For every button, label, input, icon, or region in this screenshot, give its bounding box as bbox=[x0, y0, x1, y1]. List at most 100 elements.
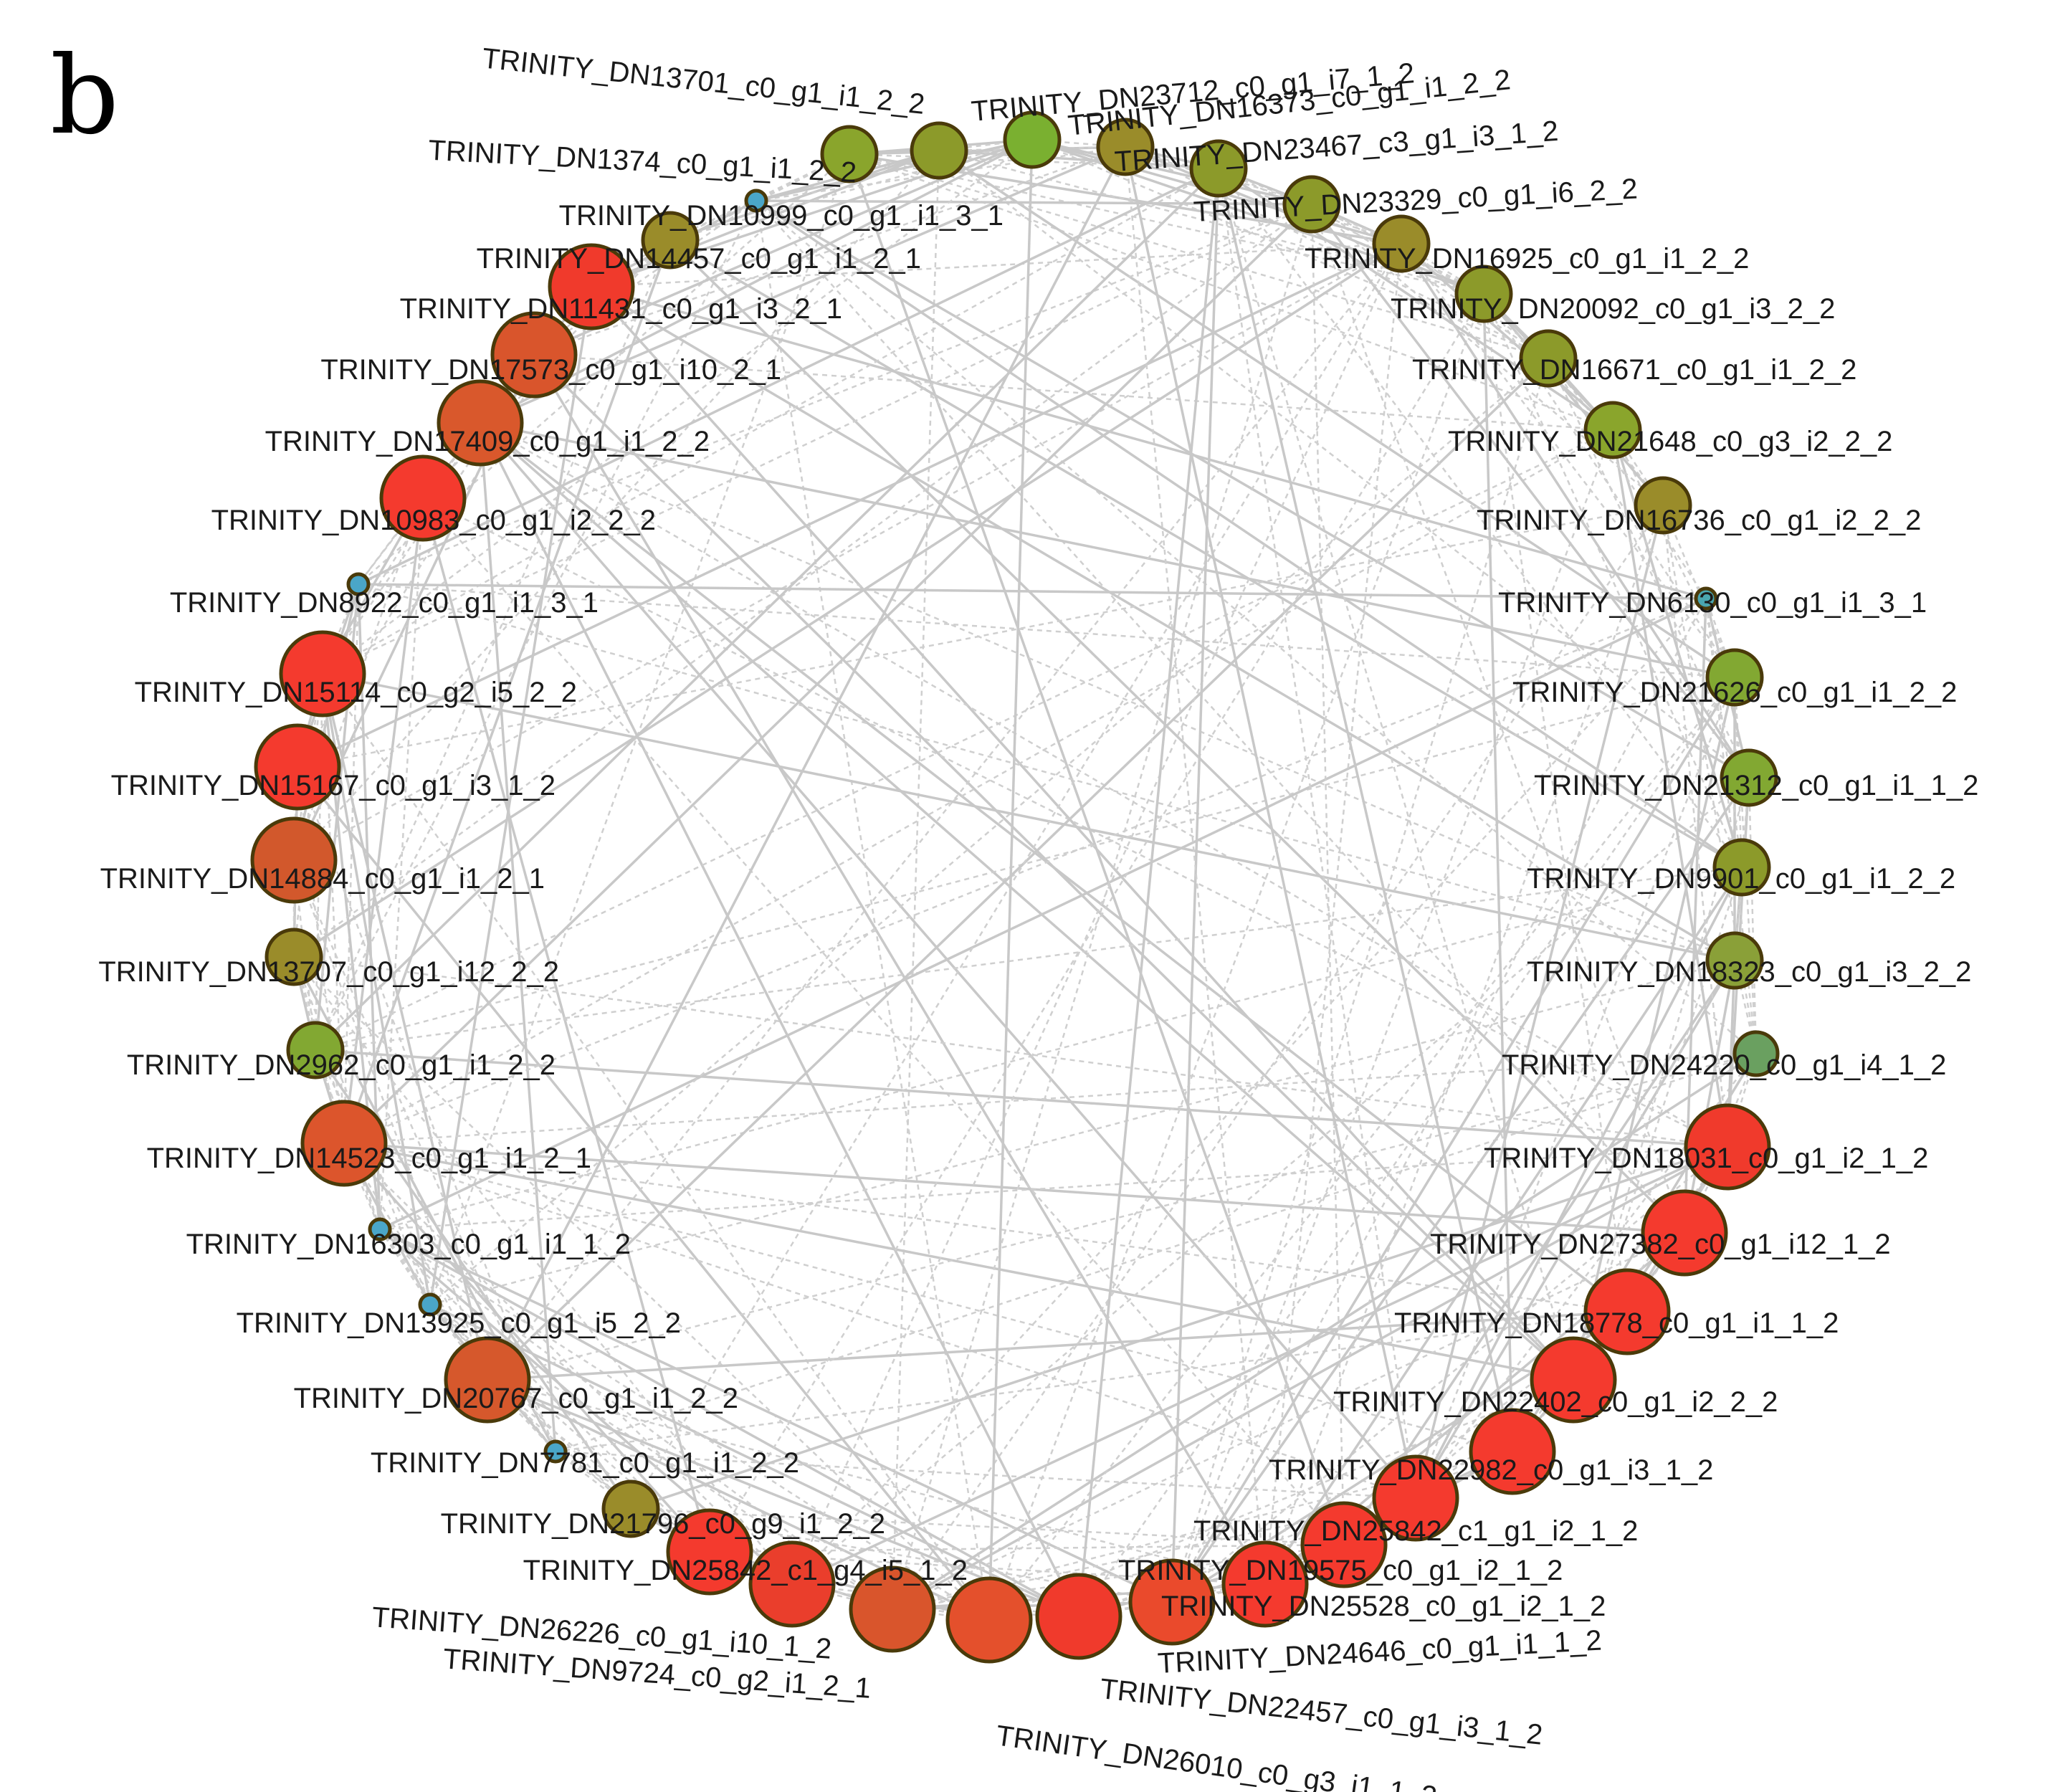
node-label: TRINITY_DN22402_c0_g1_i2_2_2 bbox=[1333, 1386, 1778, 1418]
network-edge bbox=[378, 497, 424, 1230]
network-edge bbox=[555, 1310, 1628, 1453]
network-edge bbox=[988, 293, 1485, 1621]
network-edge bbox=[1171, 1146, 1728, 1603]
network-node bbox=[1634, 476, 1692, 535]
network-edge bbox=[1171, 168, 1220, 1603]
node-label: TRINITY_DN20092_c0_g1_i3_2_2 bbox=[1391, 293, 1835, 325]
network-edge bbox=[487, 1379, 556, 1452]
network-edge bbox=[1077, 677, 1736, 1617]
network-edge bbox=[533, 239, 671, 356]
node-label: TRINITY_DN10999_c0_g1_i1_3_1 bbox=[559, 200, 1004, 232]
network-edge bbox=[479, 422, 557, 1452]
network-edge bbox=[429, 153, 851, 1305]
network-edge bbox=[591, 153, 850, 288]
network-edge bbox=[429, 959, 1735, 1306]
network-edge bbox=[1125, 146, 1402, 245]
network-edge bbox=[358, 422, 481, 585]
network-edge bbox=[487, 1052, 1757, 1381]
network-edge bbox=[487, 1379, 710, 1553]
network-edge bbox=[755, 200, 1757, 1054]
network-node bbox=[1583, 401, 1642, 459]
network-edge bbox=[1482, 292, 1664, 507]
network-edge bbox=[429, 1304, 631, 1510]
network-edge bbox=[315, 1049, 1728, 1148]
node-label: TRINITY_DN25842_c1_g1_i2_1_2 bbox=[1193, 1515, 1638, 1547]
network-node bbox=[849, 1565, 936, 1653]
network-node bbox=[548, 243, 635, 330]
network-edge bbox=[533, 199, 757, 356]
network-node bbox=[1583, 1268, 1671, 1355]
node-label: TRINITY_DN19575_c0_g1_i2_1_2 bbox=[1118, 1555, 1563, 1586]
network-edge bbox=[315, 429, 1613, 1052]
network-node bbox=[1300, 1501, 1388, 1588]
network-edge bbox=[1217, 168, 1417, 1499]
network-edge bbox=[322, 167, 1219, 675]
network-edge bbox=[343, 1142, 1416, 1500]
network-node bbox=[1720, 748, 1778, 807]
network-edge bbox=[1264, 243, 1403, 1585]
network-edge bbox=[321, 583, 360, 675]
network-edge bbox=[1171, 776, 1750, 1603]
network-edge bbox=[1414, 677, 1736, 1499]
network-edge bbox=[479, 421, 1629, 1313]
network-edge bbox=[892, 1145, 1728, 1611]
network-edge bbox=[591, 285, 1707, 600]
network-edge bbox=[1343, 960, 1736, 1545]
node-label: TRINITY_DN25842_c1_g4_i5_1_2 bbox=[523, 1555, 968, 1586]
network-edge bbox=[1124, 146, 1267, 1585]
network-edge bbox=[630, 1507, 1345, 1546]
network-node bbox=[1035, 1573, 1122, 1660]
network-edge bbox=[343, 1142, 711, 1553]
network-edge bbox=[1482, 293, 1514, 1452]
network-edge bbox=[629, 243, 1403, 1510]
network-node bbox=[641, 211, 700, 270]
node-label: TRINITY_DN11431_c0_g1_i3_2_1 bbox=[400, 293, 842, 325]
network-edge bbox=[379, 597, 1707, 1231]
network-node bbox=[418, 1292, 442, 1317]
network-node bbox=[945, 1576, 1033, 1664]
network-edge bbox=[1401, 243, 1735, 678]
network-edge bbox=[293, 242, 1402, 958]
node-label: TRINITY_DN17573_c0_g1_i10_2_1 bbox=[320, 354, 781, 386]
network-edge bbox=[343, 203, 1313, 1145]
node-label: TRINITY_DN18778_c0_g1_i1_1_2 bbox=[1394, 1307, 1839, 1339]
network-edge bbox=[1310, 203, 1750, 779]
network-edge bbox=[669, 239, 1686, 1234]
network-edge bbox=[1748, 777, 1758, 1054]
network-edge bbox=[1726, 1053, 1758, 1148]
network-edge bbox=[849, 153, 1484, 295]
network-node bbox=[264, 928, 323, 986]
network-node bbox=[1705, 648, 1764, 707]
network-edge bbox=[1171, 598, 1707, 1603]
network-node bbox=[601, 1479, 660, 1538]
network-edge bbox=[343, 239, 672, 1144]
network-node bbox=[744, 189, 768, 213]
network-nodes bbox=[250, 110, 1780, 1664]
network-node bbox=[1096, 118, 1155, 176]
node-label: TRINITY_DN16303_c0_g1_i1_1_2 bbox=[186, 1229, 631, 1260]
network-edge bbox=[343, 1142, 1574, 1381]
network-edge bbox=[1611, 429, 1729, 1148]
network-edge bbox=[321, 673, 991, 1621]
network-node bbox=[1128, 1558, 1216, 1646]
node-label: TRINITY_DN22457_c0_g1_i3_1_2 bbox=[1099, 1673, 1545, 1751]
network-edge bbox=[1662, 505, 1729, 1148]
network-edge bbox=[1171, 358, 1550, 1603]
network-edge bbox=[1217, 168, 1575, 1381]
network-edge bbox=[487, 1378, 1079, 1618]
network-edge bbox=[1400, 243, 1750, 778]
network-node bbox=[1641, 1189, 1728, 1277]
network-edge bbox=[315, 866, 1743, 1052]
network-node bbox=[490, 311, 578, 399]
network-edge bbox=[358, 203, 1312, 586]
network-edge bbox=[630, 1145, 1728, 1510]
network-edge bbox=[988, 139, 1034, 1621]
network-edge bbox=[343, 497, 424, 1144]
network-edge bbox=[358, 583, 1735, 679]
node-label: TRINITY_DN15114_c0_g2_i5_2_2 bbox=[135, 677, 577, 708]
panel-letter: b bbox=[50, 34, 119, 158]
node-labels: TRINITY_DN13701_c0_g1_i1_2_2 TRINITY_DN13… bbox=[98, 42, 1978, 1792]
network-node bbox=[910, 121, 968, 180]
network-node bbox=[300, 1100, 388, 1187]
network-node bbox=[286, 1021, 345, 1080]
